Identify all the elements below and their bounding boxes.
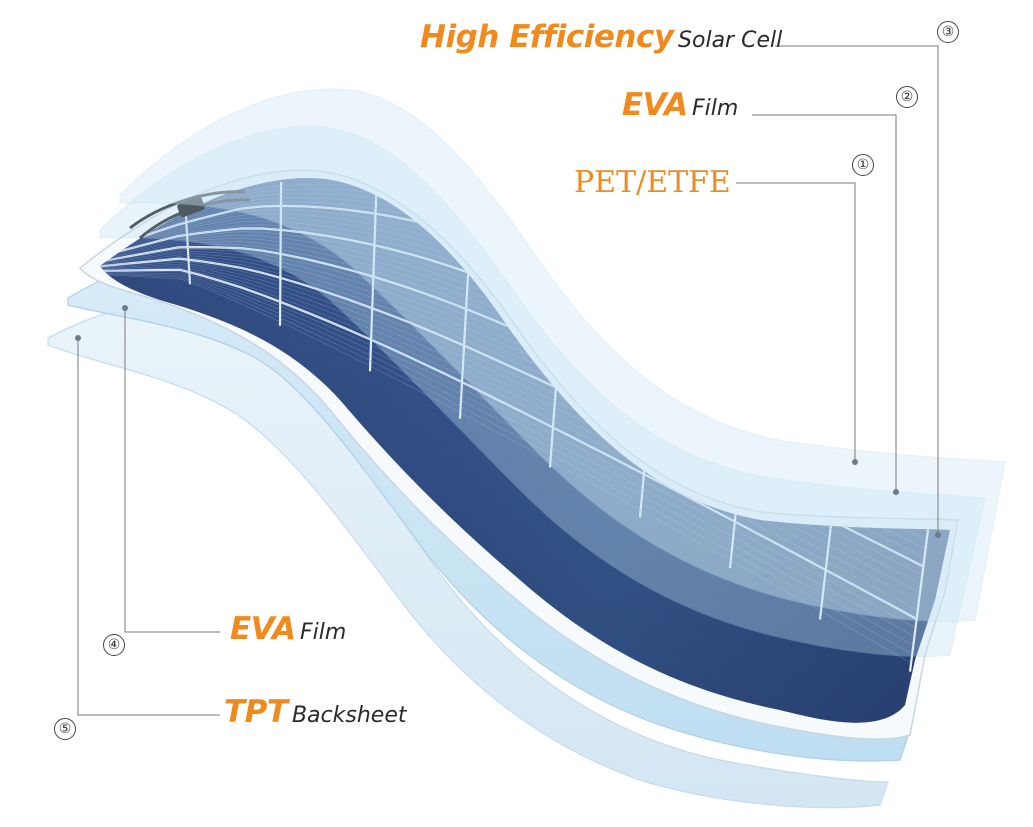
cell-finger-line [100, 271, 916, 629]
layer-5-suffix: Backsheet [291, 703, 407, 728]
label-layer-4: EVA Film [230, 614, 346, 645]
layer-2-suffix: Film [692, 96, 739, 121]
layer-3-name: High Efficiency [420, 19, 674, 55]
label-layer-5: TPT Backsheet [224, 697, 406, 728]
layer-4-name: EVA [230, 611, 296, 647]
layer-1-name: PET/ETFE [574, 165, 731, 200]
layer-2-name: EVA [622, 87, 688, 123]
layer-5-name: TPT [224, 694, 288, 730]
layer-1-pet-etfe [119, 88, 1006, 622]
layer-3-suffix: Solar Cell [678, 28, 783, 53]
layer-5-number: ⑤ [54, 718, 76, 740]
layer-2-number: ② [896, 86, 918, 108]
cell-finger-line [100, 267, 918, 611]
cell-finger-line [100, 269, 917, 620]
cell-finger-line [100, 265, 920, 602]
leader-lines [77, 45, 939, 716]
layer-2-eva-film [99, 126, 986, 657]
cell-finger-line [100, 271, 915, 637]
cell-finger-line [100, 273, 913, 655]
layer-3-number: ③ [937, 21, 959, 43]
layer-4-suffix: Film [300, 620, 347, 645]
junction-box-icon [129, 190, 251, 240]
label-layer-2: EVA Film [622, 90, 738, 121]
layer-1-number: ① [852, 154, 874, 176]
layer-4-number: ④ [103, 634, 125, 656]
leader-dots [75, 305, 941, 538]
label-layer-3: High Efficiency Solar Cell [420, 22, 782, 53]
cell-finger-line [100, 272, 914, 646]
cell-finger-line [100, 274, 912, 664]
